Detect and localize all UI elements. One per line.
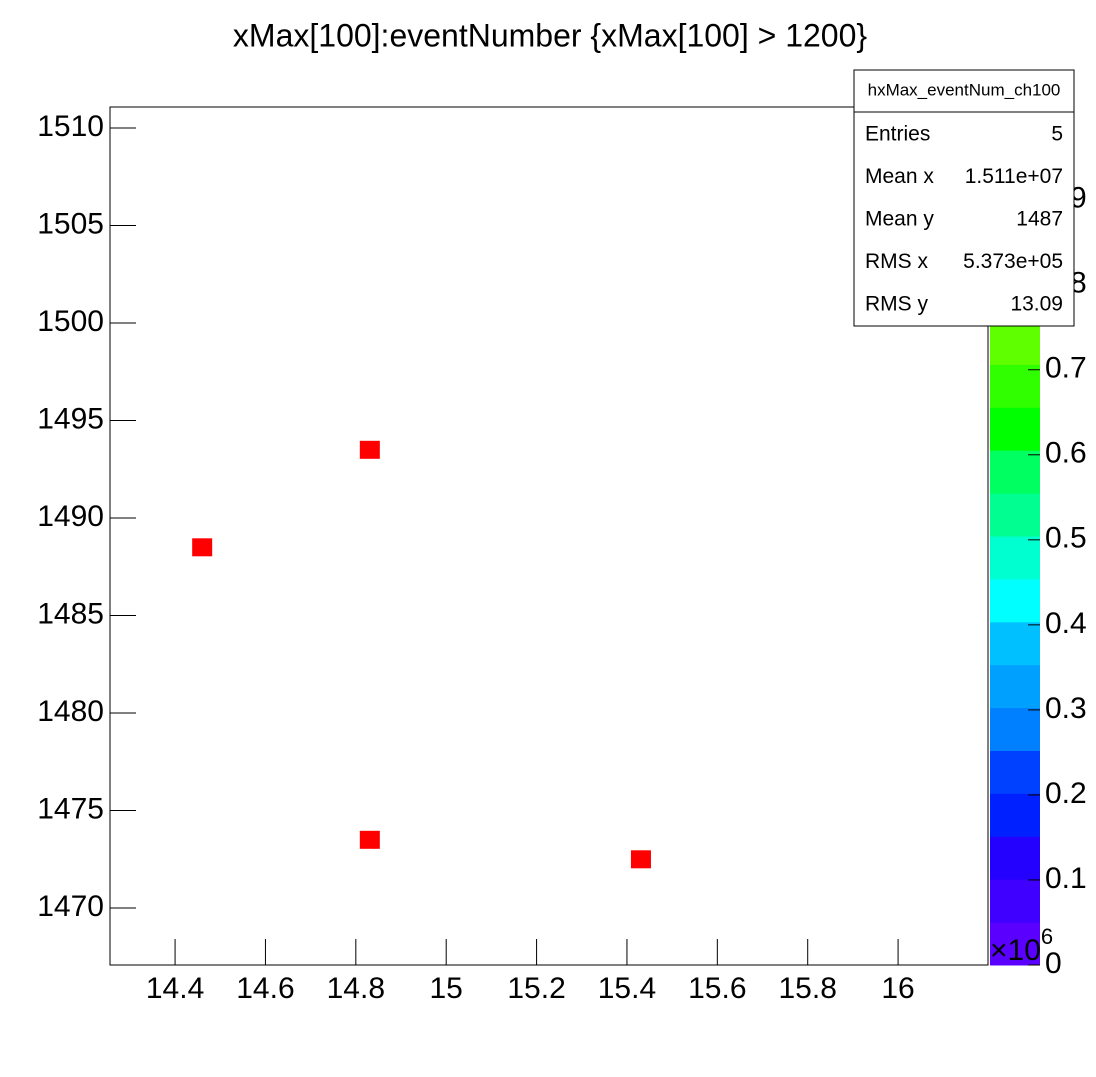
x-tick-label: 15.6	[688, 972, 746, 1005]
x-tick-label: 14.8	[327, 972, 385, 1005]
y-tick-label: 1510	[37, 110, 104, 143]
stats-value: 1.511e+07	[965, 165, 1063, 188]
z-tick-label: 0.6	[1045, 437, 1087, 470]
palette-box	[990, 578, 1040, 623]
stats-label: RMS y	[865, 293, 929, 316]
stats-label: RMS x	[865, 250, 929, 273]
x-tick-label: 16	[881, 972, 914, 1005]
x-tick-label: 15.8	[779, 972, 837, 1005]
x-tick-label: 15.2	[507, 972, 565, 1005]
y-tick-label: 1505	[37, 207, 104, 240]
stats-value: 5	[1051, 123, 1063, 146]
x-tick-label: 15.4	[598, 972, 656, 1005]
stats-value: 5.373e+05	[963, 250, 1063, 273]
z-tick-label: 0.4	[1045, 607, 1087, 640]
stats-label: Entries	[865, 123, 930, 146]
z-tick-label: 0.5	[1045, 522, 1087, 555]
x-exponent-power: 6	[1041, 924, 1053, 949]
marker	[359, 440, 380, 459]
stats-value: 13.09	[1010, 293, 1063, 316]
x-tick-label: 15	[430, 972, 463, 1005]
palette-box	[990, 707, 1040, 751]
z-tick-label: 0	[1045, 947, 1062, 980]
x-exponent: ×106	[990, 924, 1053, 967]
palette-box	[990, 793, 1040, 837]
y-tick-label: 1500	[37, 305, 104, 338]
marker	[630, 850, 651, 869]
chart-title: xMax[100]:eventNumber {xMax[100] > 1200}	[233, 17, 867, 53]
z-tick-label: 0.3	[1045, 692, 1087, 725]
stats-box	[853, 69, 1075, 327]
stats-label: Mean y	[865, 208, 934, 231]
y-tick-label: 1475	[37, 792, 104, 825]
palette-box	[990, 321, 1040, 365]
y-tick-label: 1470	[37, 890, 104, 923]
y-tick-label: 1490	[37, 500, 104, 533]
palette-box	[990, 621, 1040, 666]
y-tick-label: 1485	[37, 597, 104, 630]
z-tick-label: 0.2	[1045, 777, 1087, 810]
palette-box	[990, 407, 1040, 451]
plot-frame	[109, 106, 989, 966]
palette-box	[990, 536, 1040, 580]
stats-value: 1487	[1016, 208, 1063, 231]
marker	[359, 830, 380, 849]
palette-box	[990, 922, 1040, 966]
palette-box	[990, 879, 1040, 923]
palette-box	[990, 836, 1040, 880]
palette-box	[990, 664, 1040, 709]
palette-box	[990, 750, 1040, 794]
palette-box	[990, 493, 1040, 537]
marker	[192, 538, 213, 557]
stats-title: hxMax_eventNum_ch100	[868, 80, 1061, 99]
palette-box	[990, 450, 1040, 494]
stats-label: Mean x	[865, 165, 934, 188]
y-tick-label: 1495	[37, 402, 104, 435]
palette-box	[990, 364, 1040, 408]
z-tick-label: 0.7	[1045, 352, 1087, 385]
x-exponent-base: ×10	[990, 934, 1041, 967]
x-tick-label: 14.4	[146, 972, 204, 1005]
y-tick-label: 1480	[37, 695, 104, 728]
x-tick-label: 14.6	[236, 972, 294, 1005]
z-tick-label: 0.1	[1045, 862, 1087, 895]
